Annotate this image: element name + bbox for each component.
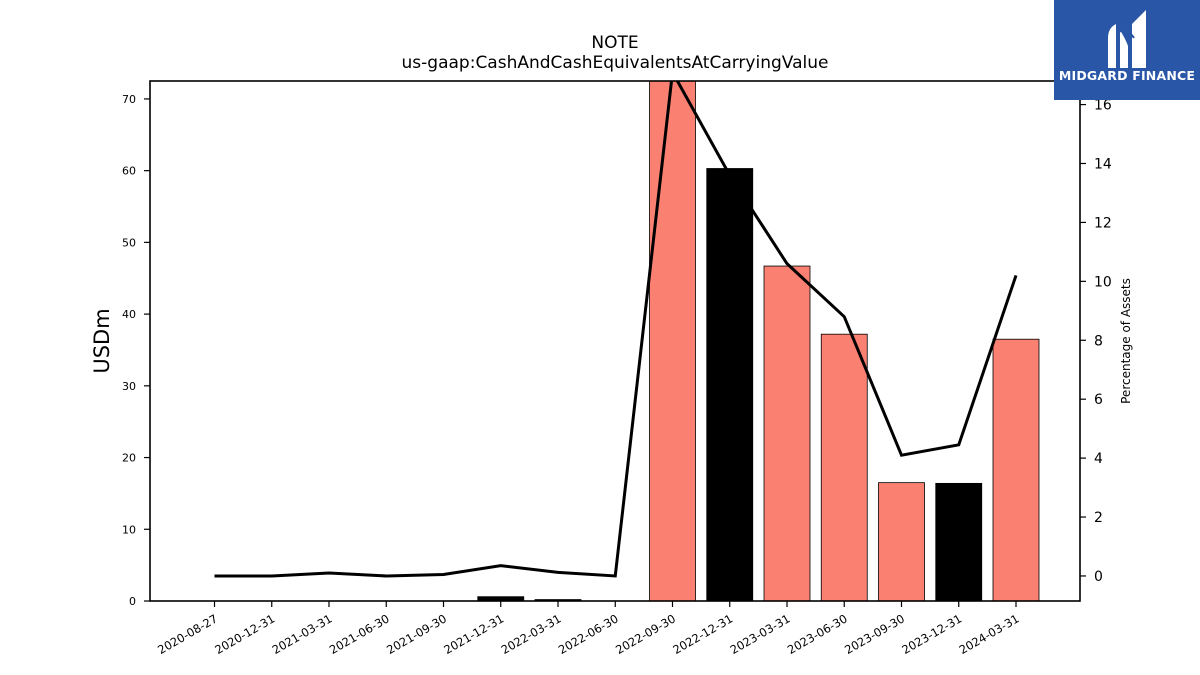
pct-assets-line: [214, 81, 1018, 578]
x-tick-label: 2022-12-31: [670, 611, 735, 657]
y-tick-label: 0: [129, 595, 136, 608]
x-tick-label: 2022-03-31: [499, 611, 564, 657]
bar-2023-06-30: [820, 333, 868, 601]
y2-tick-label: 8: [1094, 333, 1103, 349]
y2-axis-label: Percentage of Assets: [1119, 278, 1133, 404]
y-tick-label: 20: [122, 452, 136, 465]
logo-mark-icon: [1108, 10, 1146, 68]
y-tick-label: 70: [122, 93, 136, 106]
y2-tick-label: 0: [1094, 569, 1103, 585]
chart-subtitle: us-gaap:CashAndCashEquivalentsAtCarrying…: [402, 53, 829, 73]
x-tick-label: 2022-06-30: [556, 611, 621, 657]
y2-tick-label: 12: [1094, 215, 1112, 231]
bars-group: [477, 81, 1040, 601]
x-tick-label: 2021-09-30: [384, 611, 449, 657]
y-tick-label: 40: [122, 308, 136, 321]
y2-tick-label: 16: [1094, 98, 1112, 114]
y2-tick-label: 2: [1094, 510, 1103, 526]
x-tick-label: 2020-08-27: [155, 611, 220, 657]
y2-tick-label: 6: [1094, 392, 1103, 408]
x-tick-label: 2021-12-31: [441, 611, 506, 657]
bar-2022-09-30: [649, 81, 696, 601]
x-tick-label: 2021-03-31: [270, 611, 335, 657]
y2-tick-label: 10: [1094, 274, 1112, 290]
y-tick-label: 60: [122, 165, 136, 178]
company-logo: MIDGARD FINANCE: [1054, 0, 1200, 100]
y-tick-label: 50: [122, 236, 136, 249]
bar-2023-12-31: [935, 482, 983, 601]
x-tick-label: 2023-12-31: [899, 611, 964, 657]
chart-title: NOTE: [591, 33, 638, 53]
x-tick-label: 2021-06-30: [327, 611, 392, 657]
bar-2022-12-31: [706, 168, 754, 601]
x-tick-label: 2020-12-31: [212, 611, 277, 657]
x-tick-label: 2023-03-31: [728, 611, 793, 657]
y-axis: 0 10 20 30 40 50 60 70: [122, 93, 150, 608]
y2-axis: 0 2 4 6 8 10 12 14 16: [1080, 98, 1112, 585]
line-group: [214, 81, 1018, 578]
y2-tick-label: 14: [1094, 156, 1112, 172]
bar-2024-03-31: [992, 338, 1040, 601]
x-tick-label: 2024-03-31: [957, 611, 1022, 657]
bar-2023-03-31: [763, 265, 811, 601]
bar-2023-09-30: [878, 482, 925, 601]
y-tick-label: 10: [122, 523, 136, 536]
y2-tick-label: 4: [1094, 451, 1103, 467]
y-tick-label: 30: [122, 380, 136, 393]
x-axis: 2020-08-272020-12-312021-03-312021-06-30…: [155, 601, 1022, 657]
x-tick-label: 2022-09-30: [613, 611, 678, 657]
y-axis-label: USDm: [90, 308, 114, 373]
x-tick-label: 2023-09-30: [842, 611, 907, 657]
logo-text: MIDGARD FINANCE: [1058, 68, 1196, 83]
x-tick-label: 2023-06-30: [785, 611, 850, 657]
